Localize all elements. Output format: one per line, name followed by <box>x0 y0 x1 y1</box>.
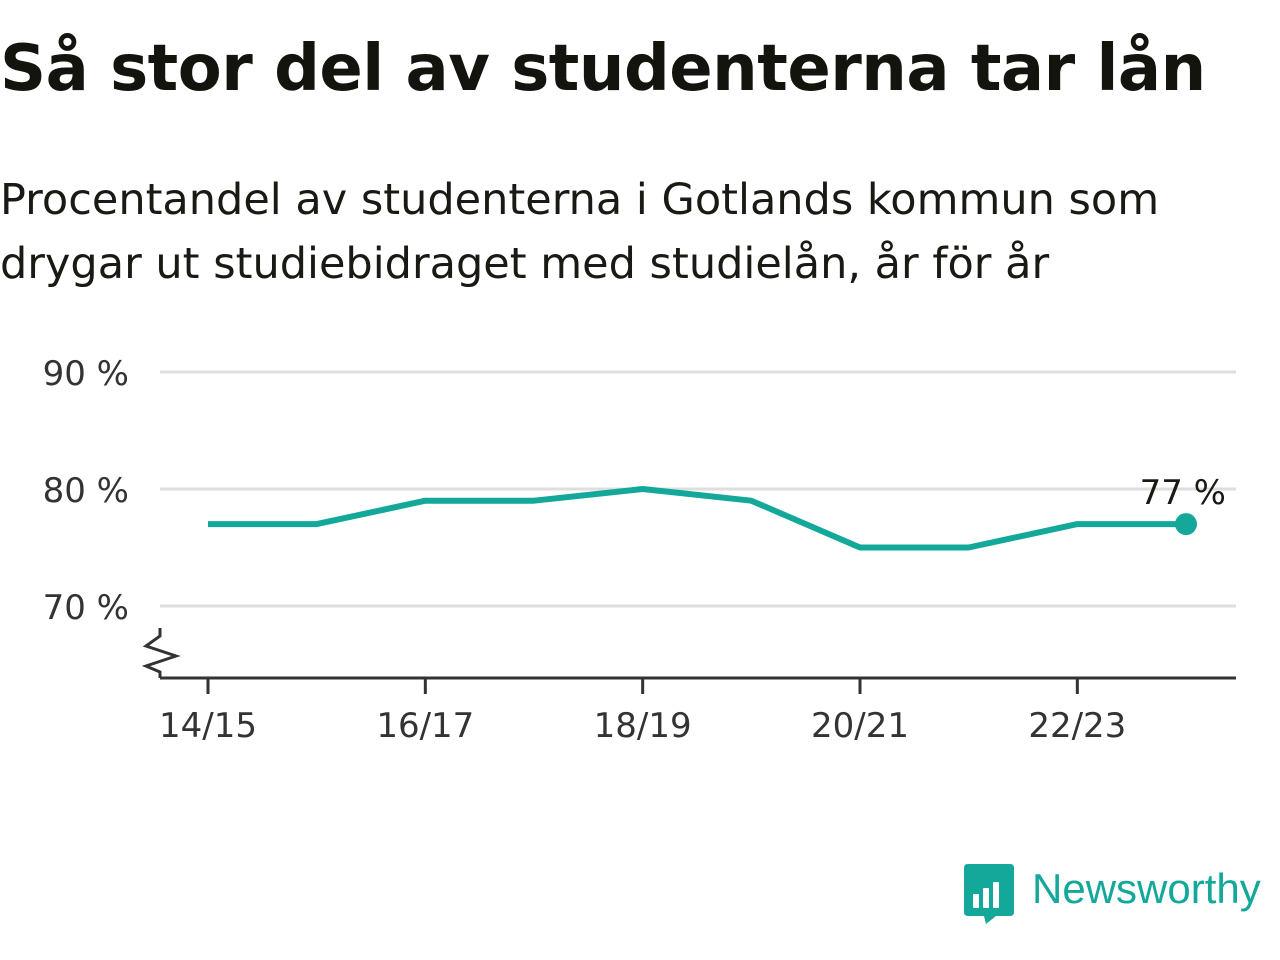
x-axis <box>141 628 1236 680</box>
gridlines <box>160 370 1236 608</box>
y-tick-label: 90 % <box>43 354 129 394</box>
end-point-marker <box>1175 513 1197 536</box>
y-tick-label: 80 % <box>43 471 129 511</box>
x-tick-label: 16/17 <box>376 706 474 746</box>
series-line <box>208 486 1186 551</box>
chart-subtitle: Procentandel av studenterna i Gotlands k… <box>0 175 1160 289</box>
end-value-label: 77 % <box>1140 473 1226 513</box>
line-chart: 70 % 80 % 90 % 14/15 16/17 18/19 20/21 22/23 7… <box>43 354 1236 746</box>
y-axis-tick-labels: 70 % 80 % 90 % <box>43 354 129 628</box>
logo-text: Newsworthy <box>1032 865 1261 912</box>
series-layer <box>208 486 1197 551</box>
x-tick-label: 18/19 <box>594 706 692 746</box>
x-tick-label: 22/23 <box>1028 706 1126 746</box>
newsworthy-logo: Newsworthy <box>964 864 1261 926</box>
y-tick-label: 70 % <box>43 588 129 628</box>
x-tick-label: 20/21 <box>811 706 909 746</box>
chart-title: Så stor del av studenterna tar lån <box>0 32 1206 106</box>
annotations: 77 % <box>1140 473 1226 513</box>
bar-chart-speech-bubble-icon <box>964 864 1014 924</box>
y-axis-break <box>141 628 181 678</box>
x-tick-label: 14/15 <box>159 706 257 746</box>
x-axis-tick-labels: 14/15 16/17 18/19 20/21 22/23 <box>159 678 1126 746</box>
